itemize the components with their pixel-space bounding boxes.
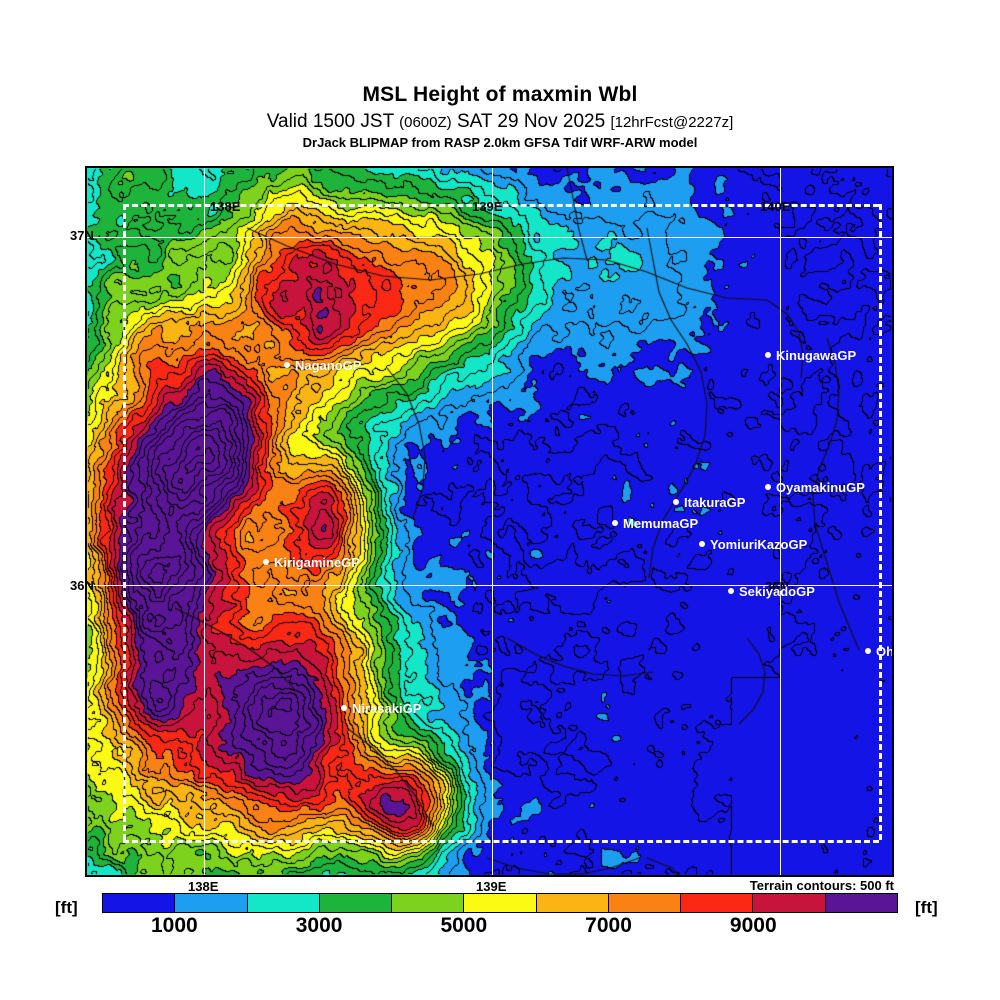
valid-time-line: Valid 1500 JST (0600Z) SAT 29 Nov 2025 [… [0, 112, 1000, 131]
colorbar-unit-left: [ft] [55, 898, 78, 917]
colorbar-segment [753, 894, 826, 912]
colorbar-tick-label: 7000 [585, 914, 632, 937]
station-dot-icon [765, 483, 771, 490]
colorbar-tick-label: 5000 [440, 914, 488, 937]
station-marker[interactable]: SekiyadoGP [728, 584, 815, 598]
colorbar-tick-labels: 1000 3000 5000 7000 9000 [102, 914, 898, 938]
valid-date: SAT 29 Nov 2025 [456, 111, 606, 132]
colorbar-segment [247, 894, 320, 912]
station-dot-icon [341, 704, 347, 711]
station-marker[interactable]: NirasakiGP [341, 701, 421, 715]
station-marker[interactable]: KinugawaGP [765, 348, 856, 362]
map-raster-canvas [87, 168, 892, 875]
station-dot-icon [284, 361, 290, 368]
station-label: KirigamineGP [274, 555, 360, 571]
station-label: SekiyadoGP [739, 584, 815, 600]
colorbar-tick-label: 3000 [295, 914, 343, 937]
station-dot-icon [765, 351, 771, 358]
weather-map[interactable]: 138E 139E 140E 36N NaganoGP KinugawaGP Oya… [85, 166, 894, 877]
page-title: MSL Height of maxmin Wbl [362, 83, 638, 106]
axis-label-138e-bottom: 138E [188, 879, 219, 894]
station-marker[interactable]: NaganoGP [284, 358, 361, 372]
colorbar-segment [681, 894, 754, 912]
graticule-label-138e-top: 138E [210, 199, 241, 214]
forecast-tag: [12hrFcst@2227z] [610, 114, 734, 131]
colorbar-gradient [102, 893, 898, 913]
station-dot-icon [263, 558, 269, 565]
colorbar-tick-label: 9000 [729, 914, 777, 937]
colorbar-segment [825, 894, 897, 912]
station-label: YomiuriKazoGP [710, 537, 808, 553]
station-marker[interactable]: OyamakinuGP [765, 480, 865, 494]
valid-time-utc: (0600Z) [399, 114, 452, 131]
station-dot-icon [728, 587, 734, 594]
station-label: NirasakiGP [352, 701, 422, 717]
domain-box-bottom [123, 840, 879, 843]
station-marker[interactable]: Ohtone [865, 644, 894, 660]
station-label: KinugawaGP [776, 348, 857, 364]
colorbar-segment [464, 894, 537, 912]
colorbar-unit-right: [ft] [915, 898, 938, 917]
station-label: NaganoGP [295, 358, 362, 374]
axis-label-139e-bottom: 139E [476, 879, 507, 894]
colorbar-segment [536, 894, 609, 912]
station-marker[interactable]: FujiganeGP [383, 876, 466, 877]
terrain-contour-note: Terrain contours: 500 ft [749, 878, 894, 893]
domain-box-right [879, 204, 882, 840]
colorbar-legend: [ft] [ft] 1000 3000 5000 7000 9000 [0, 893, 1000, 938]
valid-time-prefix: Valid 1500 JST [266, 111, 394, 132]
colorbar-segment [319, 894, 393, 912]
station-marker[interactable]: MemumaGP [612, 516, 698, 530]
domain-box-left [123, 204, 126, 840]
station-label: MemumaGP [623, 516, 699, 532]
graticule-label-140e-top: 140E [760, 199, 791, 214]
model-source-line: DrJack BLIPMAP from RASP 2.0km GFSA Tdif… [302, 135, 698, 150]
colorbar-tick-label: 1000 [151, 914, 198, 937]
station-dot-icon [612, 519, 618, 526]
station-marker[interactable]: ItakuraGP [673, 495, 745, 509]
graticule-label-36n-right: 36N [765, 579, 789, 594]
station-marker[interactable]: KirigamineGP [263, 555, 360, 569]
graticule-label-139e-top: 139E [472, 199, 503, 214]
title-block: MSL Height of maxmin Wbl Valid 1500 JST … [0, 84, 1000, 149]
colorbar-segment [608, 894, 682, 912]
station-label: ItakuraGP [684, 495, 746, 511]
axis-label-36n-left: 36N [70, 578, 94, 593]
domain-box-top [123, 204, 879, 207]
axis-label-37n-left: 37N [70, 228, 94, 243]
colorbar-segment [175, 894, 248, 912]
station-dot-icon [699, 540, 705, 547]
colorbar-segment [103, 894, 176, 912]
colorbar-segment [392, 894, 465, 912]
station-label: OyamakinuGP [776, 480, 865, 496]
station-label: FujiganeGP [394, 876, 466, 877]
station-dot-icon [865, 647, 871, 654]
station-dot-icon [673, 498, 679, 505]
station-label: Ohtone [876, 644, 894, 660]
station-marker[interactable]: YomiuriKazoGP [699, 537, 807, 551]
